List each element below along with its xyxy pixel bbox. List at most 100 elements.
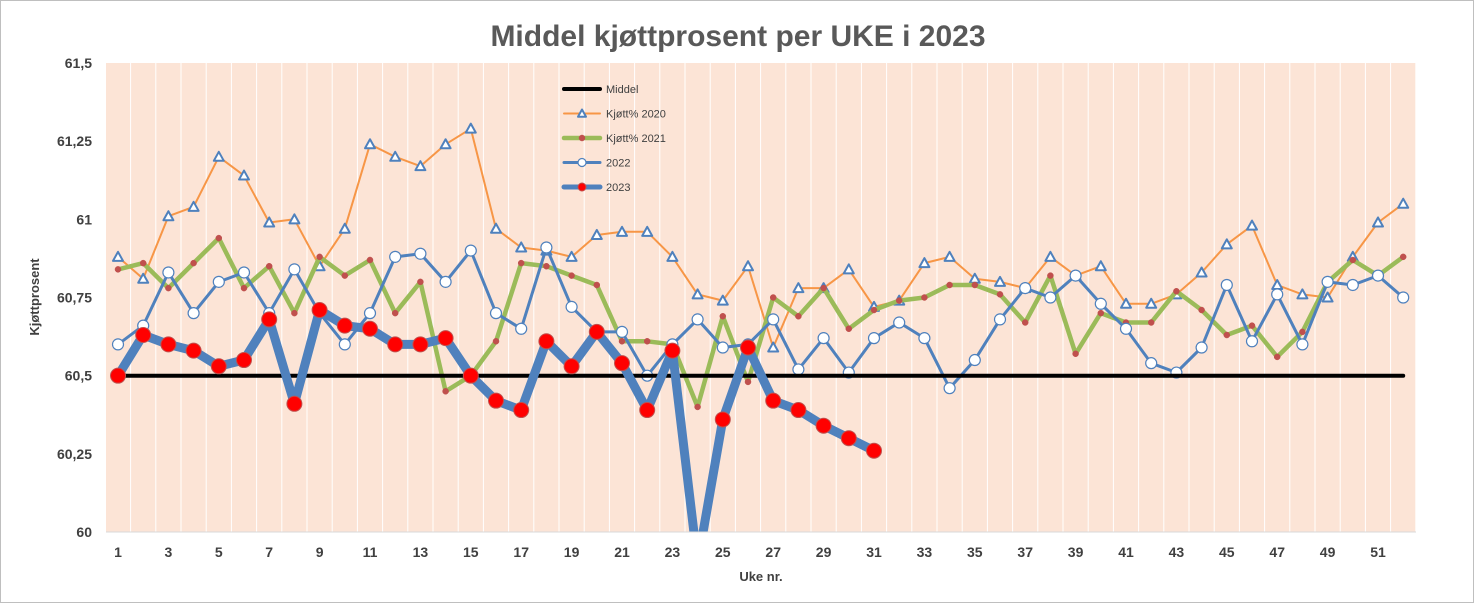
x-axis-title: Uke nr. <box>739 569 782 584</box>
data-point-kjott-2020 <box>691 288 704 300</box>
data-point-kjott-2020 <box>1195 266 1208 278</box>
series-2023 <box>110 302 882 532</box>
data-point-kjott-2021 <box>1097 309 1105 317</box>
data-point-kjott-2021 <box>366 256 374 264</box>
data-point-kjott-2020 <box>263 216 276 228</box>
data-point-2022 <box>288 263 301 276</box>
data-point-kjott-2020 <box>364 138 376 150</box>
data-point-2022 <box>691 313 704 326</box>
data-point-kjott-2020 <box>616 225 628 237</box>
data-point-kjott-2020 <box>1397 197 1410 209</box>
data-point-kjott-2021 <box>870 306 878 314</box>
data-point-kjott-2021 <box>921 294 928 301</box>
x-tick-label: 21 <box>614 544 630 560</box>
series-line-2022 <box>116 246 1405 390</box>
data-point-2023 <box>513 402 530 419</box>
data-point-kjott-2021 <box>1349 256 1357 264</box>
data-point-kjott-2021 <box>1021 319 1029 326</box>
data-point-2023 <box>110 367 126 384</box>
data-point-2023 <box>412 336 429 353</box>
data-point-2022 <box>338 338 351 351</box>
data-point-2023 <box>311 302 328 319</box>
data-point-kjott-2021 <box>593 281 601 289</box>
gridlines <box>130 63 1417 532</box>
data-point-2023 <box>236 352 252 369</box>
data-point-kjott-2021 <box>568 272 575 279</box>
data-point-2022 <box>867 332 881 345</box>
data-point-kjott-2020 <box>666 250 679 262</box>
data-point-kjott-2021 <box>643 338 651 345</box>
data-point-kjott-2021 <box>996 291 1004 298</box>
data-point-kjott-2020 <box>288 213 301 225</box>
data-point-kjott-2021 <box>769 294 777 301</box>
data-point-2022 <box>968 353 981 367</box>
data-point-kjott-2020 <box>767 341 780 353</box>
data-point-2023 <box>588 323 605 340</box>
data-point-kjott-2021 <box>165 284 172 292</box>
series-layer <box>110 122 1410 532</box>
data-point-kjott-2021 <box>618 338 626 345</box>
data-point-kjott-2021 <box>417 278 424 286</box>
data-point-kjott-2021 <box>895 297 903 304</box>
data-point-kjott-2021 <box>341 272 349 279</box>
data-point-kjott-2020 <box>187 200 200 212</box>
data-point-kjott-2021 <box>1299 328 1306 336</box>
x-tick-label: 25 <box>715 544 731 560</box>
data-point-kjott-2020 <box>414 160 427 172</box>
x-tick-label: 37 <box>1017 544 1033 560</box>
data-point-kjott-2020 <box>792 282 805 294</box>
data-point-kjott-2020 <box>1145 297 1158 309</box>
chart-title: Middel kjøttprosent per UKE i 2023 <box>490 20 985 53</box>
series-kjott-2021 <box>114 234 1407 411</box>
data-point-kjott-2021 <box>744 378 752 386</box>
data-point-2023 <box>437 330 454 347</box>
data-point-2023 <box>664 342 681 359</box>
data-point-kjott-2020 <box>137 272 150 284</box>
data-point-2023 <box>740 339 756 356</box>
data-point-kjott-2020 <box>389 150 402 162</box>
data-point-2023 <box>614 355 630 372</box>
data-point-kjott-2021 <box>1173 287 1180 295</box>
legend-entry-kjott-2020: Kjøtt% 2020 <box>563 108 666 121</box>
legend-marker <box>577 182 587 192</box>
y-tick-label: 61 <box>76 211 92 227</box>
x-tick-label: 33 <box>917 544 933 560</box>
data-point-kjott-2021 <box>442 388 449 395</box>
data-point-kjott-2020 <box>1094 260 1107 272</box>
data-point-2023 <box>866 442 882 459</box>
data-point-kjott-2020 <box>1246 219 1258 231</box>
data-point-kjott-2021 <box>1223 331 1231 339</box>
data-point-2022 <box>1271 288 1284 301</box>
x-tick-label: 45 <box>1219 544 1235 560</box>
data-point-2022 <box>993 313 1007 326</box>
data-point-2022 <box>817 332 830 345</box>
x-tick-label: 27 <box>765 544 781 560</box>
data-point-kjott-2021 <box>240 284 248 292</box>
data-point-kjott-2020 <box>338 222 351 234</box>
data-point-2023 <box>462 367 479 384</box>
legend-label: Middel <box>606 84 638 96</box>
data-point-2022 <box>1346 278 1359 292</box>
data-point-2022 <box>1245 335 1259 348</box>
data-point-kjott-2021 <box>1072 350 1079 358</box>
data-point-kjott-2021 <box>1248 322 1256 329</box>
data-point-kjott-2021 <box>1147 319 1155 326</box>
data-point-kjott-2021 <box>492 338 500 345</box>
data-point-kjott-2020 <box>918 257 931 269</box>
x-tick-label: 31 <box>866 544 882 560</box>
data-point-2023 <box>538 333 555 350</box>
x-tick-label: 19 <box>564 544 580 560</box>
data-point-kjott-2020 <box>1321 291 1334 303</box>
data-point-kjott-2020 <box>1296 288 1309 300</box>
data-point-kjott-2021 <box>795 313 802 320</box>
x-tick-label: 49 <box>1320 544 1336 560</box>
series-line-kjott-2020 <box>117 127 1405 349</box>
x-tick-label: 17 <box>513 544 529 560</box>
data-point-kjott-2020 <box>490 222 502 234</box>
data-point-kjott-2020 <box>162 210 175 222</box>
data-point-2023 <box>261 311 278 328</box>
data-point-kjott-2020 <box>1120 297 1132 309</box>
x-tick-label: 5 <box>215 544 223 560</box>
